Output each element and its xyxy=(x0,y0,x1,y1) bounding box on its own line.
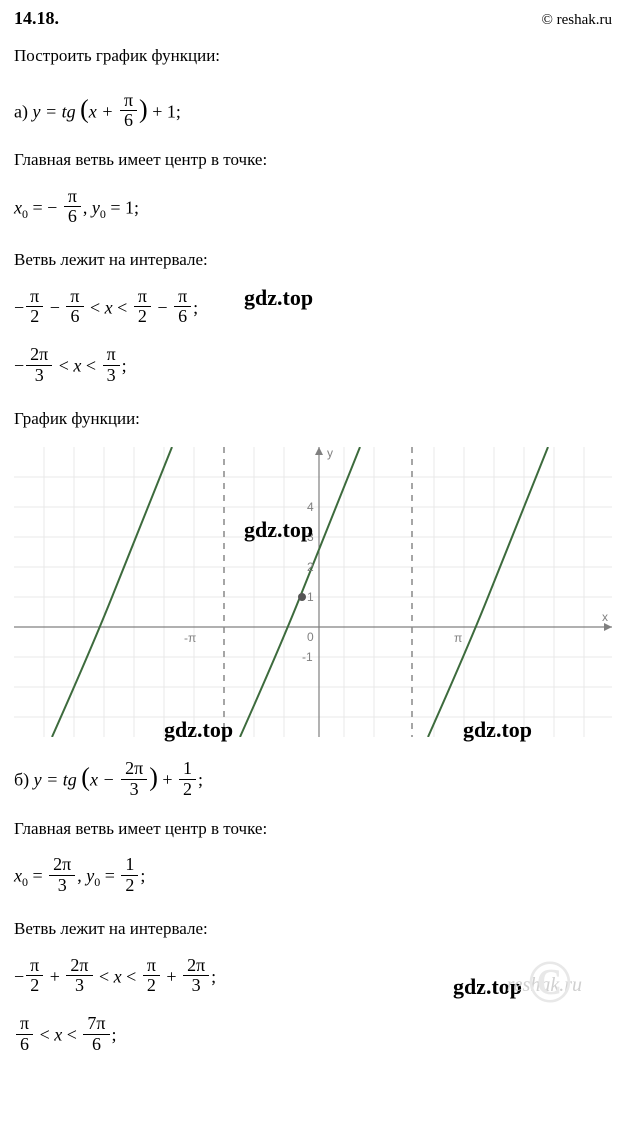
part-a-label: а) xyxy=(14,101,28,121)
y0-label: y xyxy=(92,197,100,217)
svg-text:x: x xyxy=(602,610,608,624)
x0-eq: = xyxy=(28,866,47,886)
formula-arg: x − xyxy=(90,770,115,790)
frac: 2π3 xyxy=(66,956,92,997)
interval-2-a: −2π3 < x < π3; xyxy=(14,347,612,388)
svg-text:0: 0 xyxy=(307,630,314,644)
x0-eq: = − xyxy=(28,197,57,217)
frac: π3 xyxy=(103,345,120,386)
formula-suffix: + 1; xyxy=(152,101,181,121)
svg-text:-π: -π xyxy=(184,631,196,645)
frac: π2 xyxy=(26,287,43,328)
frac: 7π6 xyxy=(83,1014,109,1055)
frac: π6 xyxy=(16,1014,33,1055)
interval-text-a: Ветвь лежит на интервале: xyxy=(14,247,612,273)
frac: 2π3 xyxy=(121,759,147,800)
center-text-a: Главная ветвь имеет центр в точке: xyxy=(14,147,612,173)
header: 14.18. © reshak.ru xyxy=(14,8,612,29)
svg-text:-1: -1 xyxy=(302,650,313,664)
x0-frac: π6 xyxy=(64,187,81,228)
formula-arg: x + xyxy=(89,101,114,121)
paren-left: ( xyxy=(81,763,90,792)
svg-text:3: 3 xyxy=(307,530,314,544)
svg-text:4: 4 xyxy=(307,500,314,514)
interval-1-a: −π2 − π6 < x < π2 − π6; xyxy=(14,289,612,330)
part-b-formula: б) y = tg (x − 2π3) + 12; xyxy=(14,761,612,802)
svg-text:y: y xyxy=(327,447,333,460)
svg-text:1: 1 xyxy=(307,590,314,604)
paren-right: ) xyxy=(139,94,148,123)
frac: 12 xyxy=(179,759,196,800)
comma: , xyxy=(83,197,92,217)
center-point-a: x0 = − π6, y0 = 1; xyxy=(14,189,612,230)
x0-label: x xyxy=(14,197,22,217)
frac-pi-6: π6 xyxy=(120,91,137,132)
page-content: 14.18. © reshak.ru Построить график функ… xyxy=(14,8,612,1057)
interval-2-b: π6 < x < 7π6; xyxy=(14,1016,612,1057)
y0-val: = xyxy=(100,866,119,886)
center-point-b: x0 = 2π3, y0 = 12; xyxy=(14,857,612,898)
problem-number: 14.18. xyxy=(14,8,59,29)
intro-text: Построить график функции: xyxy=(14,43,612,69)
frac: π6 xyxy=(174,287,191,328)
paren-left: ( xyxy=(80,94,89,123)
y0-val: = 1; xyxy=(106,197,139,217)
comma: , xyxy=(77,866,86,886)
center-text-b: Главная ветвь имеет центр в точке: xyxy=(14,816,612,842)
frac: π6 xyxy=(66,287,83,328)
svg-text:π: π xyxy=(454,631,462,645)
formula-prefix: y = tg xyxy=(34,770,77,790)
frac: π2 xyxy=(26,956,43,997)
paren-right: ) xyxy=(149,763,158,792)
interval-text-b: Ветвь лежит на интервале: xyxy=(14,916,612,942)
interval-block-a: −π2 − π6 < x < π2 − π6; gdz.top −2π3 < x… xyxy=(14,289,612,388)
graph-label-a: График функции: xyxy=(14,406,612,432)
chart-svg: y x 0 1 2 3 4 -1 -π π xyxy=(14,447,612,737)
frac: 2π3 xyxy=(49,855,75,896)
interval-block-b: −π2 + 2π3 < x < π2 + 2π3; gdz.top π6 < x… xyxy=(14,958,612,1057)
svg-text:2: 2 xyxy=(307,560,314,574)
function-graph-a: y x 0 1 2 3 4 -1 -π π gdz.top gdz.top gd… xyxy=(14,447,612,737)
frac: π2 xyxy=(143,956,160,997)
part-b-label: б) xyxy=(14,770,29,790)
site-credit: © reshak.ru xyxy=(541,12,612,29)
interval-1-b: −π2 + 2π3 < x < π2 + 2π3; xyxy=(14,958,612,999)
frac: 2π3 xyxy=(26,345,52,386)
x0-label: x xyxy=(14,866,22,886)
part-a-formula: а) y = tg (x + π6) + 1; xyxy=(14,93,612,134)
frac: 12 xyxy=(121,855,138,896)
frac: 2π3 xyxy=(183,956,209,997)
formula-prefix: y = tg xyxy=(32,101,75,121)
frac: π2 xyxy=(134,287,151,328)
